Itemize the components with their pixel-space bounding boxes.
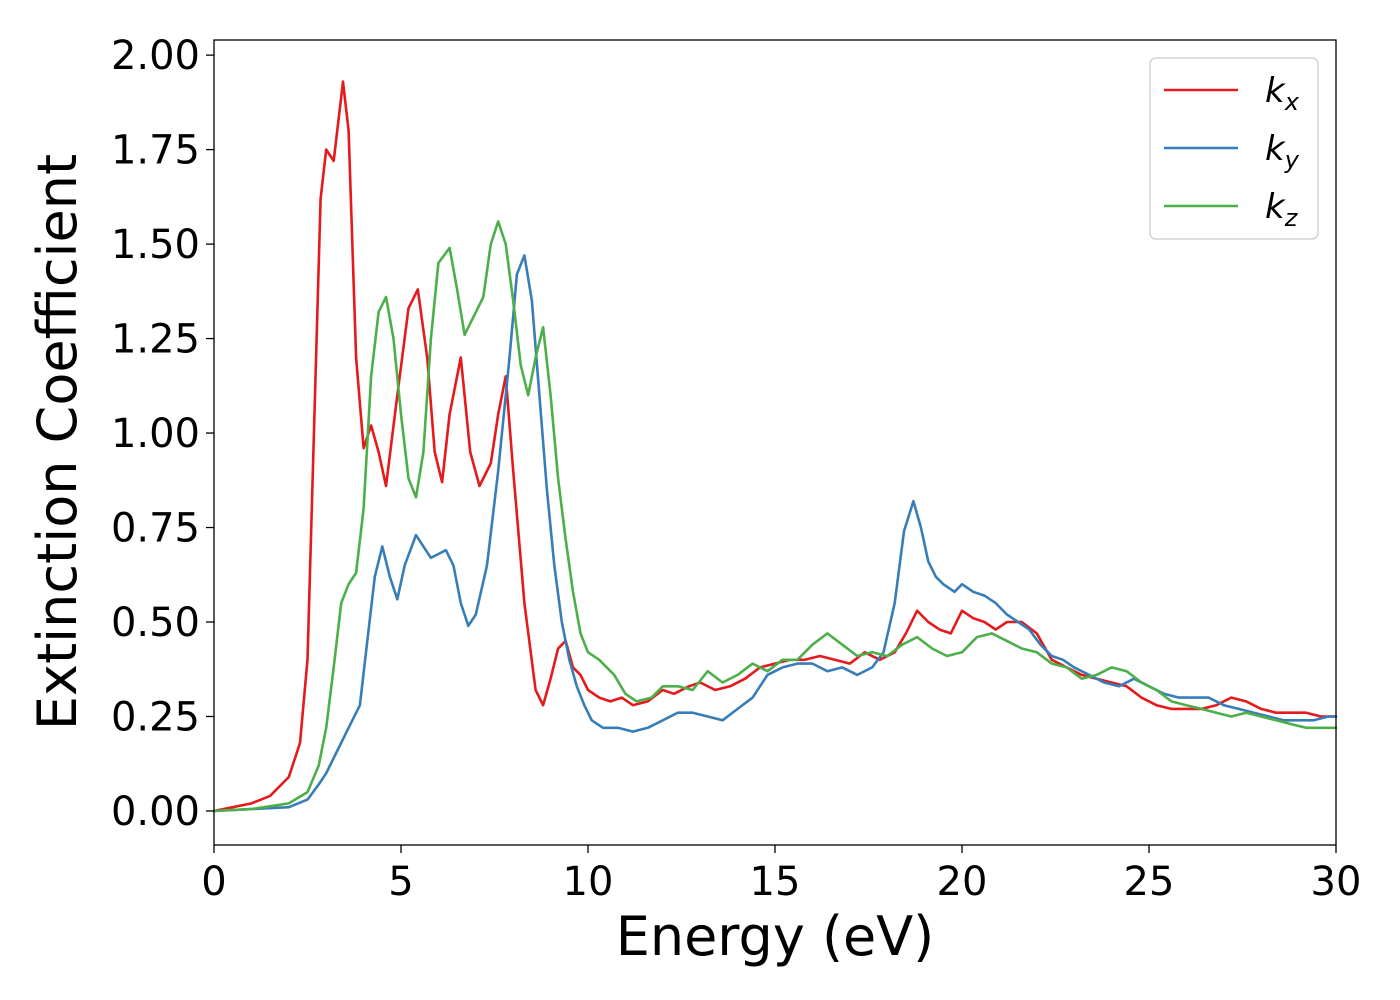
y-tick-label: 0.75 [111,506,200,552]
x-tick-label: 0 [201,859,226,905]
y-tick-label: 1.75 [111,128,200,174]
series-line-ky [212,254,1338,813]
x-tick-label: 30 [1311,859,1362,905]
x-axis: 0 5 10 15 20 25 30 [201,845,1361,905]
x-tick-label: 10 [563,859,614,905]
y-tick-label: 0.25 [111,695,200,741]
y-tick-label: 1.00 [111,411,200,457]
y-tick-label: 1.50 [111,222,200,268]
y-tick-label: 2.00 [111,33,200,79]
x-tick-label: 15 [750,859,801,905]
y-tick-label: 1.25 [111,317,200,363]
y-tick-label: 0.50 [111,600,200,646]
y-tick-label: 0.00 [111,789,200,835]
x-axis-title: Energy (eV) [616,905,935,968]
x-tick-label: 20 [937,859,988,905]
y-axis-title: Extinction Coefficient [26,154,89,730]
x-tick-label: 5 [388,859,413,905]
series-layer [212,80,1338,813]
series-line-kz [212,220,1338,813]
x-tick-label: 25 [1124,859,1175,905]
y-axis: 0.00 0.25 0.50 0.75 1.00 1.25 1.50 1.75 2.00 [111,33,214,835]
